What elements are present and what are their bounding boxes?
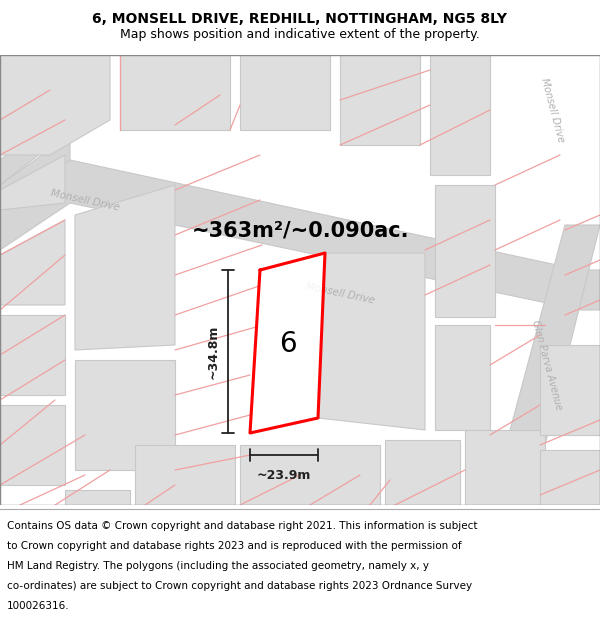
Polygon shape bbox=[250, 253, 325, 433]
Polygon shape bbox=[465, 430, 545, 505]
Polygon shape bbox=[540, 345, 600, 435]
Polygon shape bbox=[435, 325, 490, 430]
Polygon shape bbox=[318, 253, 425, 430]
Text: Monsell Drive: Monsell Drive bbox=[50, 188, 121, 213]
Polygon shape bbox=[240, 445, 380, 505]
Text: 100026316.: 100026316. bbox=[7, 601, 70, 611]
Polygon shape bbox=[435, 185, 495, 317]
Text: ~363m²/~0.090ac.: ~363m²/~0.090ac. bbox=[192, 220, 409, 240]
Text: Contains OS data © Crown copyright and database right 2021. This information is : Contains OS data © Crown copyright and d… bbox=[7, 521, 478, 531]
Polygon shape bbox=[0, 90, 90, 185]
Polygon shape bbox=[120, 55, 230, 130]
Polygon shape bbox=[75, 185, 175, 350]
Text: HM Land Registry. The polygons (including the associated geometry, namely x, y: HM Land Registry. The polygons (includin… bbox=[7, 561, 429, 571]
Polygon shape bbox=[0, 155, 65, 210]
Polygon shape bbox=[430, 55, 490, 175]
Text: 6, MONSELL DRIVE, REDHILL, NOTTINGHAM, NG5 8LY: 6, MONSELL DRIVE, REDHILL, NOTTINGHAM, N… bbox=[92, 12, 508, 26]
Polygon shape bbox=[65, 490, 130, 505]
Polygon shape bbox=[0, 220, 65, 305]
Text: co-ordinates) are subject to Crown copyright and database rights 2023 Ordnance S: co-ordinates) are subject to Crown copyr… bbox=[7, 581, 472, 591]
Polygon shape bbox=[0, 405, 65, 485]
Text: Glen Parva Avenue: Glen Parva Avenue bbox=[530, 319, 564, 411]
Polygon shape bbox=[540, 450, 600, 505]
Polygon shape bbox=[0, 315, 65, 395]
Text: to Crown copyright and database rights 2023 and is reproduced with the permissio: to Crown copyright and database rights 2… bbox=[7, 541, 462, 551]
Polygon shape bbox=[0, 55, 110, 155]
Polygon shape bbox=[490, 225, 600, 505]
Text: 6: 6 bbox=[280, 329, 297, 357]
Text: Map shows position and indicative extent of the property.: Map shows position and indicative extent… bbox=[120, 28, 480, 41]
Polygon shape bbox=[340, 55, 420, 145]
Polygon shape bbox=[0, 135, 70, 210]
Polygon shape bbox=[135, 445, 235, 505]
Text: ~34.8m: ~34.8m bbox=[207, 324, 220, 379]
Polygon shape bbox=[250, 253, 325, 433]
Text: Monsell Drive: Monsell Drive bbox=[305, 281, 376, 305]
Polygon shape bbox=[240, 55, 330, 130]
Text: ~23.9m: ~23.9m bbox=[257, 469, 311, 482]
Polygon shape bbox=[385, 440, 460, 505]
Text: Monsell Drive: Monsell Drive bbox=[539, 77, 565, 143]
Polygon shape bbox=[75, 360, 175, 470]
Polygon shape bbox=[0, 160, 600, 310]
